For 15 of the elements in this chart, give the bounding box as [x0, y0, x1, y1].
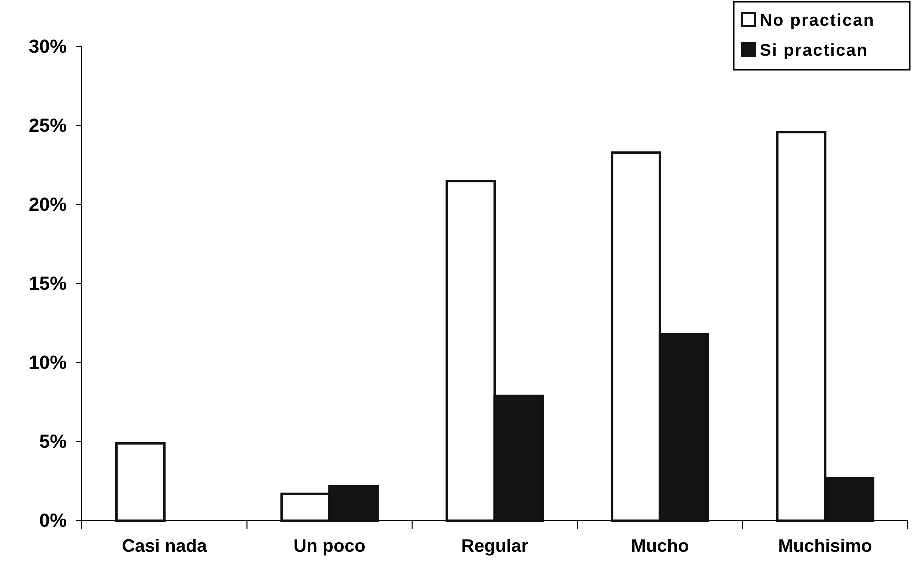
- bar: [115, 442, 166, 522]
- x-tick-label: Casi nada: [122, 536, 208, 556]
- x-tick-label: Un poco: [294, 536, 366, 556]
- y-tick-label: 15%: [28, 274, 68, 296]
- y-tick-label: 5%: [40, 432, 68, 454]
- x-tick-label: Mucho: [631, 536, 690, 556]
- y-tick-label: 25%: [28, 116, 68, 138]
- legend-label: No practican: [760, 11, 875, 30]
- y-tick-label: 20%: [28, 195, 68, 216]
- y-tick-label: 0%: [40, 511, 68, 532]
- x-tick-label: Muchisimo: [778, 536, 872, 556]
- x-tick-label: Regular: [461, 536, 529, 556]
- legend-label: Si practican: [760, 41, 868, 60]
- y-tick-label: 30%: [28, 37, 68, 58]
- y-tick-label: 10%: [28, 353, 68, 374]
